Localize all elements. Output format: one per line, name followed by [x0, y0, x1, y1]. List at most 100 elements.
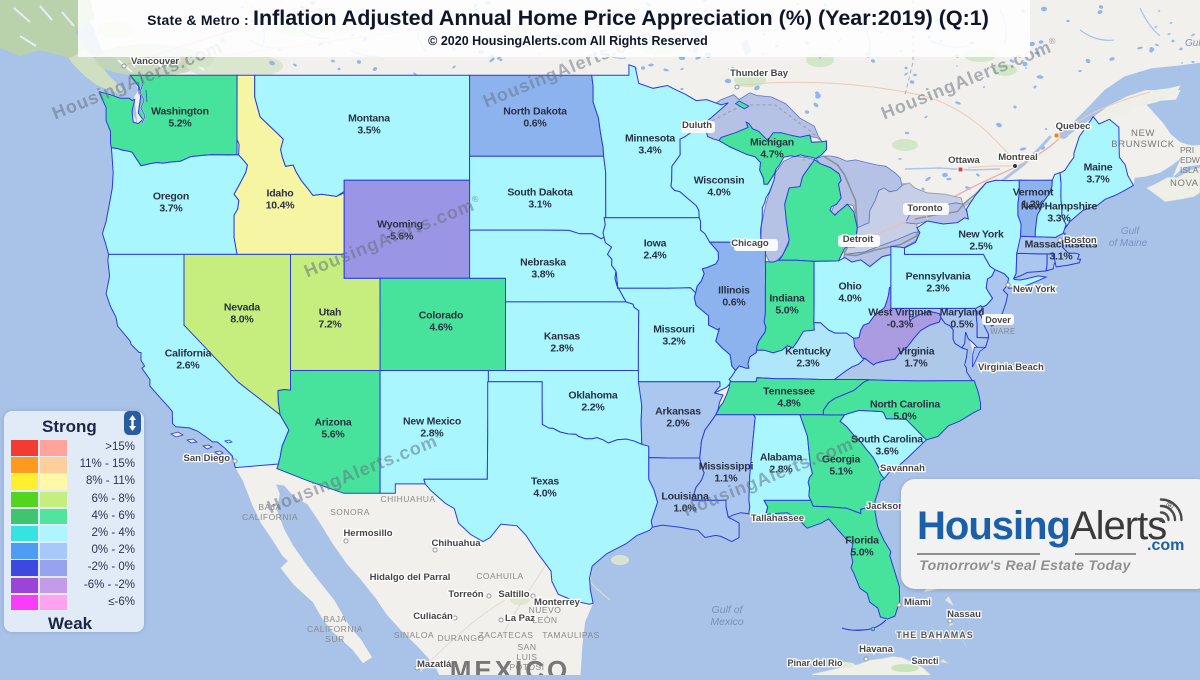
svg-text:2.3%: 2.3% — [926, 283, 950, 295]
svg-text:West Virginia: West Virginia — [868, 307, 932, 319]
svg-text:0.5%: 0.5% — [950, 319, 974, 331]
svg-text:-0.3%: -0.3% — [887, 319, 914, 331]
svg-text:Idaho: Idaho — [267, 188, 294, 200]
svg-text:4.0%: 4.0% — [838, 293, 862, 305]
svg-text:North Dakota: North Dakota — [503, 106, 567, 118]
svg-text:New York: New York — [1013, 284, 1056, 295]
svg-text:Oklahoma: Oklahoma — [568, 390, 618, 402]
svg-text:4.0%: 4.0% — [533, 488, 557, 500]
svg-text:3.1%: 3.1% — [1049, 251, 1073, 263]
svg-text:2.3%: 2.3% — [796, 358, 820, 370]
svg-text:Tallahassee: Tallahassee — [751, 513, 804, 524]
svg-text:Hidalgo del Parral: Hidalgo del Parral — [370, 572, 451, 583]
svg-text:EDW: EDW — [1180, 155, 1200, 165]
svg-text:Vermont: Vermont — [1013, 187, 1054, 199]
svg-text:2.0%: 2.0% — [666, 418, 690, 430]
svg-text:NOVA S: NOVA S — [1170, 178, 1200, 189]
svg-text:LUIS: LUIS — [517, 652, 538, 662]
svg-text:Gul: Gul — [1185, 38, 1200, 49]
svg-text:Havana: Havana — [859, 644, 894, 655]
svg-text:Duluth: Duluth — [682, 120, 712, 131]
svg-text:NUEVO: NUEVO — [529, 605, 562, 615]
svg-text:Kentucky: Kentucky — [785, 346, 831, 358]
svg-text:2.8%: 2.8% — [550, 343, 574, 355]
svg-text:Arizona: Arizona — [314, 417, 351, 429]
svg-text:5.0%: 5.0% — [850, 547, 874, 559]
svg-text:Virginia Beach: Virginia Beach — [978, 362, 1044, 373]
svg-text:WARE: WARE — [990, 327, 1016, 336]
svg-text:Nassau: Nassau — [947, 609, 981, 620]
svg-text:Oregon: Oregon — [153, 191, 189, 203]
svg-text:2.8%: 2.8% — [420, 428, 444, 440]
svg-text:Chihuahua: Chihuahua — [431, 538, 481, 549]
svg-text:Culiacán: Culiacán — [413, 611, 453, 622]
svg-text:Savannah: Savannah — [880, 463, 925, 474]
svg-text:Saltillo: Saltillo — [498, 589, 529, 600]
svg-text:2.2%: 2.2% — [581, 402, 605, 414]
svg-text:Tennessee: Tennessee — [763, 386, 815, 398]
svg-text:NEW: NEW — [1131, 128, 1155, 139]
svg-text:1.7%: 1.7% — [904, 358, 928, 370]
svg-text:1.2%: 1.2% — [1021, 199, 1045, 211]
svg-text:Quebec: Quebec — [1056, 121, 1091, 132]
svg-text:CHIHUAHUA: CHIHUAHUA — [380, 494, 435, 504]
svg-text:Arkansas: Arkansas — [655, 406, 701, 418]
svg-text:CALIFORNIA: CALIFORNIA — [242, 512, 298, 522]
svg-text:Virginia: Virginia — [898, 346, 935, 358]
svg-text:MEXICO: MEXICO — [450, 655, 571, 675]
svg-text:2.8%: 2.8% — [769, 464, 793, 476]
svg-text:Ottawa: Ottawa — [948, 155, 980, 166]
svg-text:Colorado: Colorado — [419, 310, 463, 322]
svg-text:Detroit: Detroit — [843, 234, 874, 245]
svg-text:0.6%: 0.6% — [523, 118, 547, 130]
svg-text:SUR: SUR — [325, 634, 344, 644]
svg-text:Indiana: Indiana — [769, 293, 805, 305]
svg-text:4.0%: 4.0% — [707, 187, 731, 199]
svg-text:Montreal: Montreal — [998, 152, 1038, 163]
svg-text:4.7%: 4.7% — [760, 149, 784, 161]
svg-text:Nebraska: Nebraska — [520, 257, 566, 269]
svg-text:Alabama: Alabama — [760, 452, 803, 464]
svg-text:Florida: Florida — [845, 535, 879, 547]
svg-text:San Diego: San Diego — [184, 453, 231, 464]
svg-text:Torreón: Torreón — [448, 589, 483, 600]
svg-text:Dover: Dover — [985, 315, 1011, 325]
svg-text:Georgia: Georgia — [822, 454, 861, 466]
svg-text:BAJA: BAJA — [323, 614, 346, 624]
svg-text:Utah: Utah — [319, 307, 342, 319]
svg-text:Michigan: Michigan — [750, 137, 794, 149]
svg-text:Gulf: Gulf — [1121, 226, 1141, 237]
svg-text:4.6%: 4.6% — [429, 322, 453, 334]
svg-text:Mexico: Mexico — [710, 616, 743, 628]
svg-text:3.2%: 3.2% — [662, 336, 686, 348]
svg-text:CALIFORNIA: CALIFORNIA — [307, 624, 363, 634]
svg-text:BRUNSWICK: BRUNSWICK — [1111, 139, 1175, 150]
svg-text:Pinar del Rio: Pinar del Rio — [787, 658, 843, 668]
svg-text:North Carolina: North Carolina — [870, 399, 940, 411]
svg-text:POTOSÍ: POTOSÍ — [510, 662, 545, 672]
svg-text:1.1%: 1.1% — [714, 473, 738, 485]
svg-text:Miami: Miami — [904, 597, 931, 608]
svg-text:PRI: PRI — [1180, 145, 1194, 155]
svg-text:3.8%: 3.8% — [531, 269, 555, 281]
svg-text:Louisiana: Louisiana — [661, 491, 709, 503]
svg-text:Thunder Bay: Thunder Bay — [730, 68, 789, 79]
svg-text:Iowa: Iowa — [644, 238, 667, 250]
svg-text:-5.6%: -5.6% — [387, 231, 414, 243]
svg-text:3.7%: 3.7% — [159, 203, 183, 215]
svg-text:Chicago: Chicago — [731, 238, 769, 249]
svg-text:8.0%: 8.0% — [230, 314, 254, 326]
svg-text:THE BAHAMAS: THE BAHAMAS — [896, 630, 974, 640]
svg-text:Monterrey: Monterrey — [534, 597, 581, 608]
svg-text:Illinois: Illinois — [718, 285, 750, 297]
svg-text:California: California — [165, 348, 212, 360]
svg-text:Toronto: Toronto — [907, 203, 942, 214]
svg-text:Sancti: Sancti — [911, 656, 938, 666]
svg-text:ZACATECAS: ZACATECAS — [479, 630, 534, 640]
svg-text:Maryland: Maryland — [940, 307, 985, 319]
svg-text:3.4%: 3.4% — [638, 145, 662, 157]
svg-text:LEÓN: LEÓN — [532, 615, 557, 625]
svg-text:Boston: Boston — [1064, 235, 1097, 246]
svg-text:5.6%: 5.6% — [321, 429, 345, 441]
svg-text:5.0%: 5.0% — [775, 305, 799, 317]
